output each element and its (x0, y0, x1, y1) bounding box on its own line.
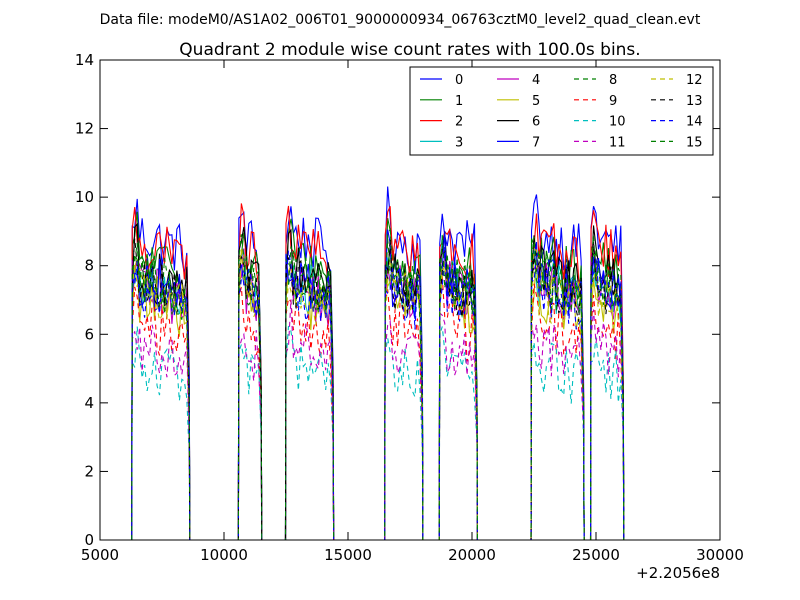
legend-label-4: 4 (532, 73, 540, 88)
legend-label-9: 9 (609, 94, 617, 109)
y-tick-label: 2 (84, 462, 94, 480)
legend-label-14: 14 (686, 115, 703, 130)
series-line-13 (131, 238, 625, 541)
legend-label-10: 10 (609, 115, 626, 130)
axes-frame (99, 59, 721, 541)
chart-title: Quadrant 2 module wise count rates with … (179, 40, 640, 60)
x-tick-label: 25000 (572, 546, 620, 564)
legend-label-1: 1 (455, 94, 463, 109)
x-tick-label: 20000 (448, 546, 496, 564)
x-tick-label: 5000 (81, 546, 119, 564)
y-tick-label: 10 (75, 188, 94, 206)
series-line-14 (131, 247, 625, 541)
y-tick-label: 14 (75, 51, 94, 69)
series-line-11 (131, 299, 625, 541)
legend-label-7: 7 (532, 135, 540, 150)
legend-label-3: 3 (455, 135, 463, 150)
legend-label-15: 15 (686, 135, 703, 150)
legend-label-5: 5 (532, 94, 540, 109)
x-offset-label: +2.2056e8 (636, 564, 720, 582)
legend-box (409, 66, 714, 156)
legend-label-13: 13 (686, 94, 703, 109)
legend-label-12: 12 (686, 73, 703, 88)
series-line-2 (131, 203, 625, 541)
y-tick-label: 6 (84, 325, 94, 343)
series-line-15 (131, 234, 625, 541)
x-tick-label: 30000 (696, 546, 744, 564)
y-tick-label: 8 (84, 257, 94, 275)
figure-suptitle: Data file: modeM0/AS1A02_006T01_90000009… (100, 12, 701, 28)
x-tick-label: 15000 (324, 546, 372, 564)
legend-label-2: 2 (455, 115, 463, 130)
legend-label-11: 11 (609, 135, 626, 150)
series-line-10 (131, 325, 625, 541)
x-tick-label: 10000 (200, 546, 248, 564)
y-tick-label: 4 (84, 394, 94, 412)
y-tick-label: 0 (84, 531, 94, 549)
legend-label-0: 0 (455, 73, 463, 88)
legend-label-8: 8 (609, 73, 617, 88)
legend-label-6: 6 (532, 115, 540, 130)
plot-area (131, 186, 625, 541)
y-tick-label: 12 (75, 120, 94, 138)
